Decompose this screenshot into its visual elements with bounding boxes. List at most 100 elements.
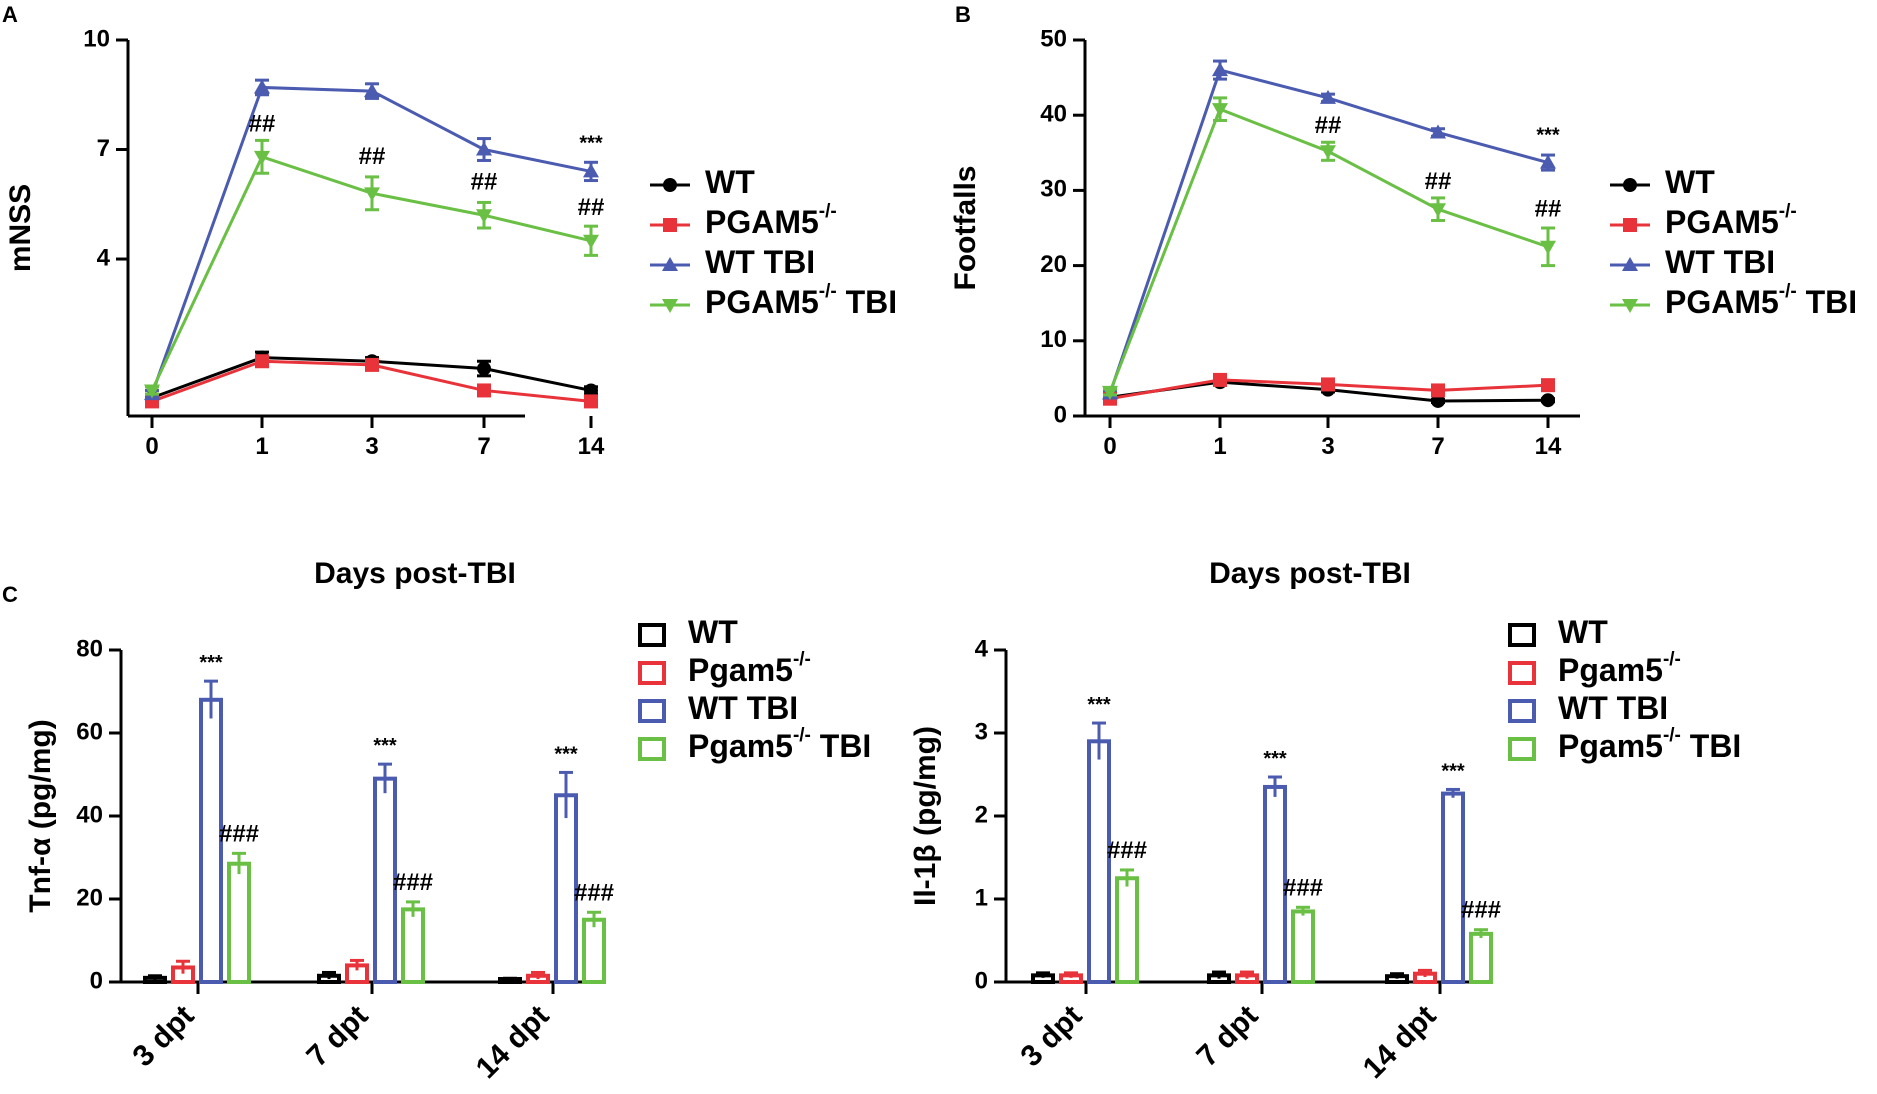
legend-label-name: PGAM5 — [705, 284, 819, 320]
significance-mark: ## — [578, 194, 605, 221]
legend-marker — [1622, 257, 1638, 271]
legend-label-name: Pgam5 — [1558, 728, 1663, 764]
significance-mark: ## — [1425, 168, 1452, 195]
x-tick-label: 14 — [578, 433, 605, 460]
legend-label: PGAM5-/- TBI — [705, 281, 897, 320]
significance-mark: ### — [1461, 897, 1501, 924]
significance-mark: *** — [199, 652, 223, 674]
series-2 — [199, 679, 578, 985]
y-tick-label: 40 — [1040, 101, 1067, 128]
data-point — [477, 361, 491, 376]
data-point — [477, 383, 491, 398]
series-3 — [1102, 96, 1556, 400]
data-point — [1431, 383, 1445, 398]
legend-label-suffix: TBI — [811, 728, 871, 764]
significance-mark: *** — [1087, 694, 1111, 716]
x-tick-label: 3 — [1321, 433, 1334, 460]
y-axis-title: Footfalls — [949, 166, 982, 291]
data-point — [584, 383, 598, 398]
series-2 — [1102, 59, 1556, 400]
legend-label-superscript: -/- — [1779, 201, 1797, 222]
series-0 — [1031, 970, 1409, 985]
data-point — [365, 357, 379, 372]
significance-mark: ### — [393, 869, 433, 896]
legend-swatch — [638, 737, 666, 761]
legend-label: Pgam5-/- — [1558, 649, 1681, 688]
legend-label-name: WT TBI — [1558, 690, 1668, 726]
significance-mark: ### — [574, 879, 614, 906]
legend-label-superscript: -/- — [1779, 281, 1797, 302]
legend-label-name: PGAM5 — [705, 204, 819, 240]
x-tick-label: 3 — [365, 433, 378, 460]
x-tick-label: 14 — [1535, 433, 1562, 460]
y-tick-label: 30 — [1040, 176, 1067, 203]
legend-label-superscript: -/- — [793, 649, 811, 670]
significance-mark: ## — [359, 143, 386, 170]
y-tick-label: 60 — [76, 718, 103, 745]
data-point — [1540, 154, 1556, 169]
legend-swatch — [638, 623, 666, 647]
x-tick-label: 1 — [1213, 433, 1226, 460]
data-point — [364, 187, 380, 202]
series-2 — [144, 78, 599, 401]
series-1 — [145, 354, 598, 409]
significance-mark: ## — [1535, 196, 1562, 223]
significance-mark: *** — [1441, 760, 1465, 782]
legend-label-superscript: -/- — [819, 281, 837, 302]
series-line — [150, 85, 592, 395]
significance-mark: ## — [1315, 112, 1342, 139]
series-3 — [144, 138, 599, 399]
legend-label-name: WT TBI — [1665, 244, 1775, 280]
data-point — [1321, 377, 1335, 392]
legend-label: PGAM5-/- TBI — [1665, 281, 1857, 320]
legend-label: WT TBI — [1558, 690, 1668, 726]
legend-marker — [663, 178, 677, 192]
legend-label-superscript: -/- — [819, 201, 837, 222]
panel-letter: A — [2, 2, 18, 27]
x-tick-label: 0 — [1103, 433, 1116, 460]
data-point — [1213, 372, 1227, 387]
legend-swatch — [1508, 623, 1536, 647]
legend-label-name: Pgam5 — [688, 728, 793, 764]
x-tick-label: 1 — [255, 433, 268, 460]
legend-swatch — [638, 661, 666, 685]
bar — [1115, 876, 1139, 984]
legend-marker — [662, 299, 678, 313]
data-point — [1430, 203, 1446, 218]
x-tick-label: 14 dpt — [470, 999, 556, 1085]
significance-mark: *** — [1263, 748, 1287, 770]
legend-label-name: WT — [1558, 614, 1608, 650]
legend-label: PGAM5-/- — [1665, 201, 1797, 240]
chart-C1: C 0 20 40 60 80 Tnf-α (pg/mg) 3 dpt 7 dpt 14 dpt W… — [2, 582, 871, 1085]
y-tick-label: 10 — [83, 25, 110, 52]
data-point — [1102, 385, 1118, 400]
legend-swatch — [1508, 737, 1536, 761]
data-point — [584, 394, 598, 409]
legend-label: Pgam5-/- — [688, 649, 811, 688]
significance-mark: ### — [1283, 874, 1323, 901]
legend-marker — [1623, 178, 1637, 192]
y-tick-label: 1 — [975, 884, 988, 911]
panel-letter: C — [2, 582, 18, 607]
y-tick-label: 0 — [90, 967, 103, 994]
significance-mark: *** — [579, 133, 603, 155]
legend-label-name: WT — [1665, 164, 1715, 200]
legend-label-name: WT — [705, 164, 755, 200]
y-tick-label: 2 — [975, 801, 988, 828]
series-3 — [227, 851, 606, 984]
series-0 — [143, 970, 522, 985]
series-1 — [1059, 968, 1437, 985]
legend-label-name: WT TBI — [705, 244, 815, 280]
x-tick-label: 3 dpt — [127, 999, 201, 1073]
series-2 — [1087, 721, 1465, 985]
data-point — [144, 384, 160, 399]
y-axis-title: Tnf-α (pg/mg) — [24, 719, 57, 912]
y-axis-title: Il-1β (pg/mg) — [909, 726, 942, 906]
bar — [227, 861, 251, 984]
legend-label: Pgam5-/- TBI — [1558, 725, 1741, 764]
data-point — [254, 150, 270, 165]
legend-label: WT TBI — [705, 244, 815, 280]
chart-B: B 0 10 20 30 40 50 Footfalls 0 1 3 7 14 Days post-TBI… — [949, 2, 1857, 590]
